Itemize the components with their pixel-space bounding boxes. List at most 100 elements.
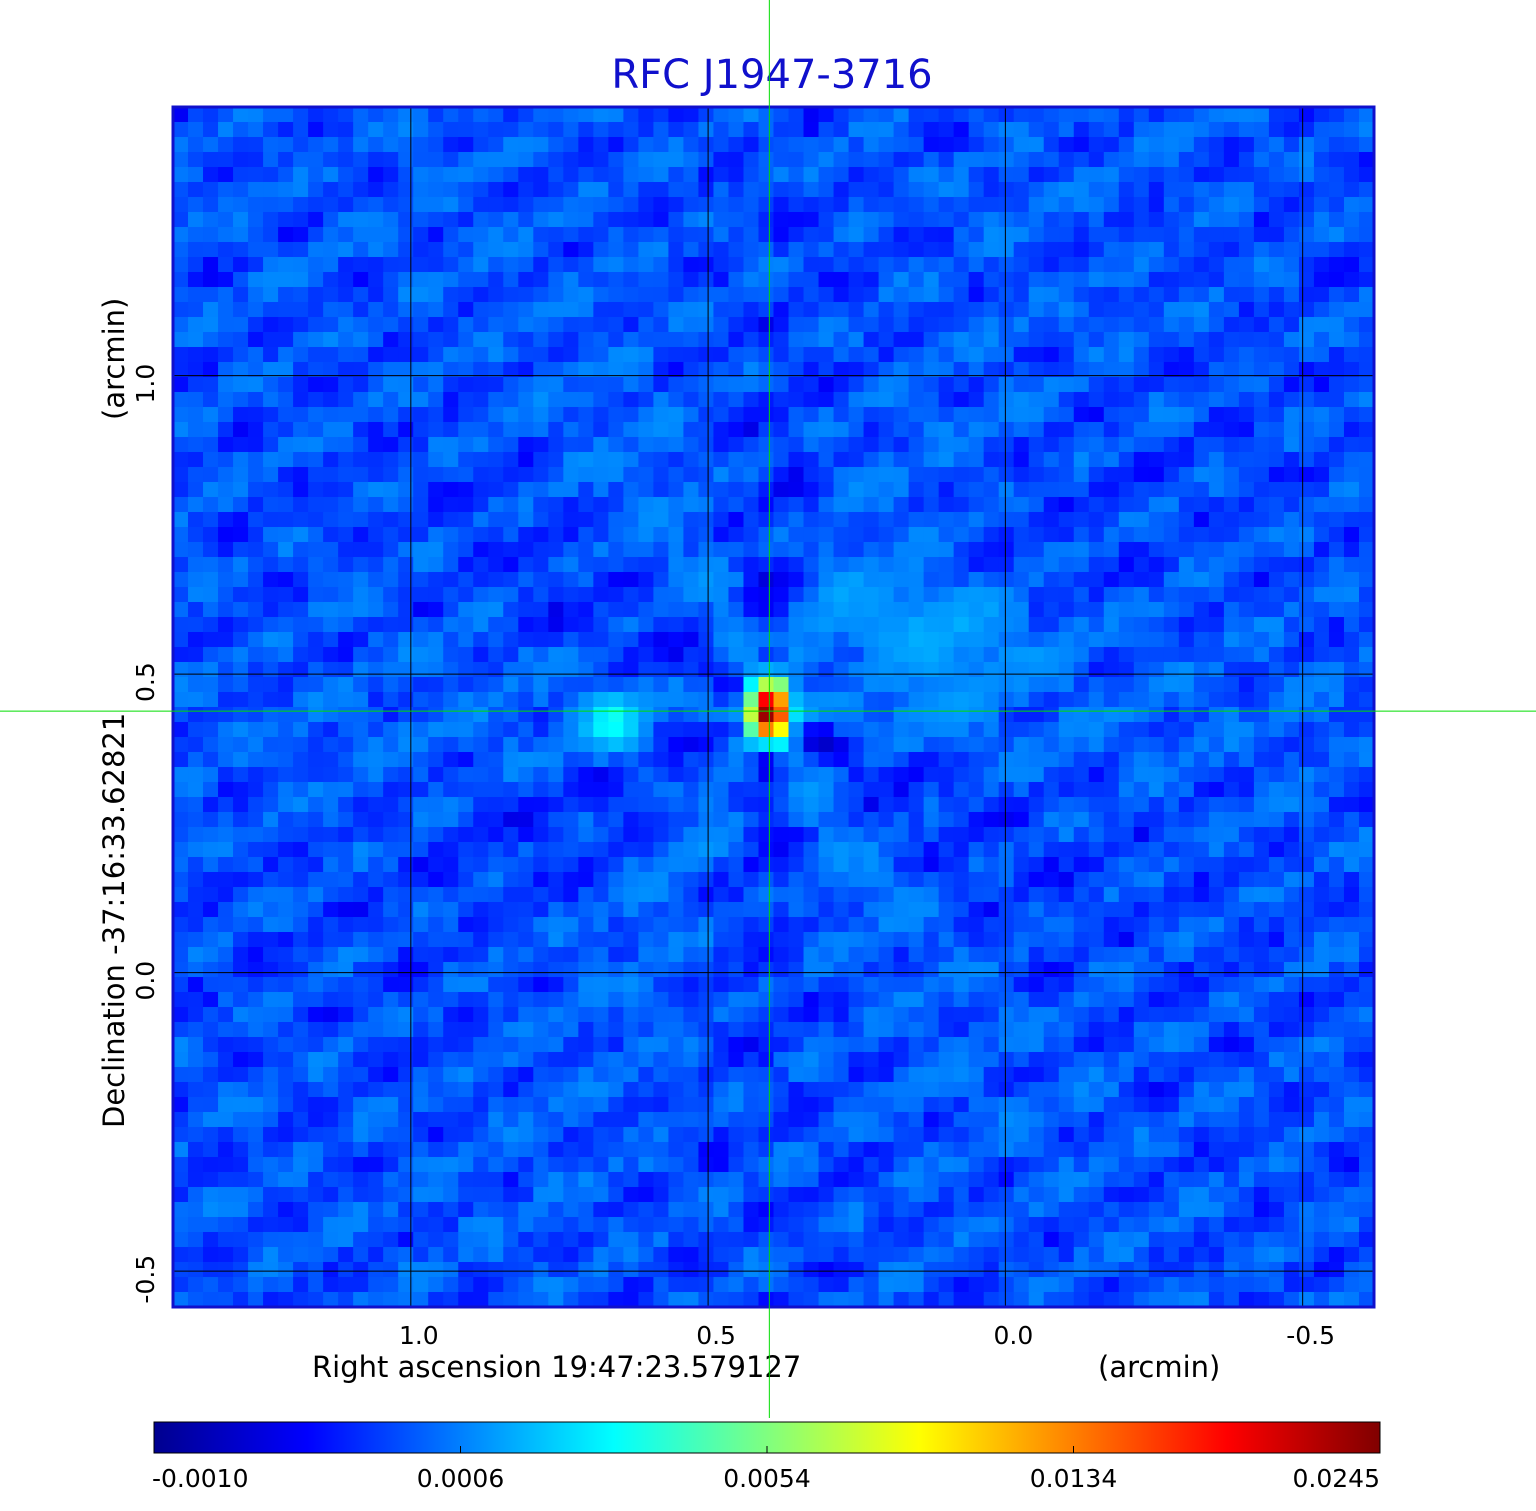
image-pixel (1238, 317, 1255, 333)
image-pixel (683, 332, 700, 348)
image-pixel (803, 437, 820, 453)
image-pixel (473, 857, 489, 873)
image-pixel (503, 932, 519, 948)
image-pixel (908, 647, 925, 663)
image-pixel (1268, 812, 1285, 828)
image-pixel (383, 557, 399, 573)
image-pixel (1043, 707, 1060, 723)
image-pixel (1073, 527, 1090, 543)
image-pixel (233, 437, 249, 453)
image-pixel (353, 152, 369, 168)
image-pixel (638, 602, 654, 618)
image-pixel (203, 527, 219, 543)
image-pixel (1103, 1022, 1120, 1038)
image-pixel (713, 377, 730, 393)
image-pixel (323, 287, 339, 303)
image-pixel (953, 377, 970, 393)
image-pixel (653, 872, 670, 888)
image-pixel (323, 1007, 339, 1023)
image-pixel (923, 662, 940, 678)
image-pixel (248, 512, 264, 528)
image-pixel (428, 887, 444, 903)
image-pixel (278, 902, 294, 918)
image-pixel (383, 212, 399, 228)
image-pixel (653, 812, 670, 828)
image-pixel (413, 572, 429, 588)
image-pixel (1223, 107, 1240, 123)
image-pixel (878, 602, 895, 618)
image-pixel (773, 722, 790, 738)
image-pixel (908, 947, 925, 963)
image-pixel (338, 332, 354, 348)
image-pixel (1193, 212, 1210, 228)
image-pixel (293, 797, 309, 813)
image-pixel (998, 197, 1015, 213)
image-pixel (323, 887, 339, 903)
image-pixel (1238, 392, 1255, 408)
image-pixel (923, 467, 940, 483)
image-pixel (413, 902, 429, 918)
image-pixel (848, 242, 865, 258)
image-pixel (1313, 557, 1330, 573)
image-pixel (503, 947, 519, 963)
image-pixel (893, 122, 910, 138)
image-pixel (473, 182, 489, 198)
image-pixel (473, 107, 489, 123)
image-pixel (623, 812, 639, 828)
image-pixel (563, 692, 579, 708)
image-pixel (1328, 587, 1345, 603)
image-pixel (983, 572, 1000, 588)
image-pixel (188, 902, 204, 918)
image-pixel (278, 992, 294, 1008)
image-pixel (1313, 812, 1330, 828)
image-pixel (1148, 527, 1165, 543)
image-pixel (758, 152, 775, 168)
image-pixel (308, 347, 324, 363)
image-pixel (1268, 887, 1285, 903)
image-pixel (1178, 422, 1195, 438)
image-pixel (578, 107, 594, 123)
image-pixel (1283, 857, 1300, 873)
image-pixel (1178, 767, 1195, 783)
image-pixel (1028, 272, 1045, 288)
image-pixel (458, 632, 474, 648)
image-pixel (473, 947, 489, 963)
image-pixel (1133, 497, 1150, 513)
image-pixel (503, 167, 519, 183)
image-pixel (338, 467, 354, 483)
image-pixel (413, 737, 429, 753)
image-pixel (323, 182, 339, 198)
image-pixel (428, 377, 444, 393)
image-pixel (713, 917, 730, 933)
image-pixel (1133, 602, 1150, 618)
image-pixel (563, 572, 579, 588)
image-pixel (818, 722, 835, 738)
image-pixel (908, 227, 925, 243)
image-pixel (758, 422, 775, 438)
image-pixel (188, 122, 204, 138)
image-pixel (263, 227, 279, 243)
image-pixel (428, 617, 444, 633)
image-pixel (1163, 602, 1180, 618)
image-pixel (488, 1037, 504, 1053)
image-pixel (503, 257, 519, 273)
image-pixel (1283, 122, 1300, 138)
image-pixel (728, 617, 745, 633)
image-pixel (368, 242, 384, 258)
image-pixel (578, 557, 594, 573)
image-pixel (308, 452, 324, 468)
image-pixel (173, 602, 189, 618)
image-pixel (1328, 122, 1345, 138)
image-pixel (953, 422, 970, 438)
image-pixel (188, 857, 204, 873)
image-pixel (1013, 917, 1030, 933)
image-pixel (998, 512, 1015, 528)
image-pixel (293, 242, 309, 258)
image-pixel (203, 377, 219, 393)
image-pixel (1028, 437, 1045, 453)
image-pixel (1058, 197, 1075, 213)
image-pixel (563, 557, 579, 573)
image-pixel (1223, 212, 1240, 228)
image-pixel (1268, 287, 1285, 303)
image-pixel (1043, 797, 1060, 813)
